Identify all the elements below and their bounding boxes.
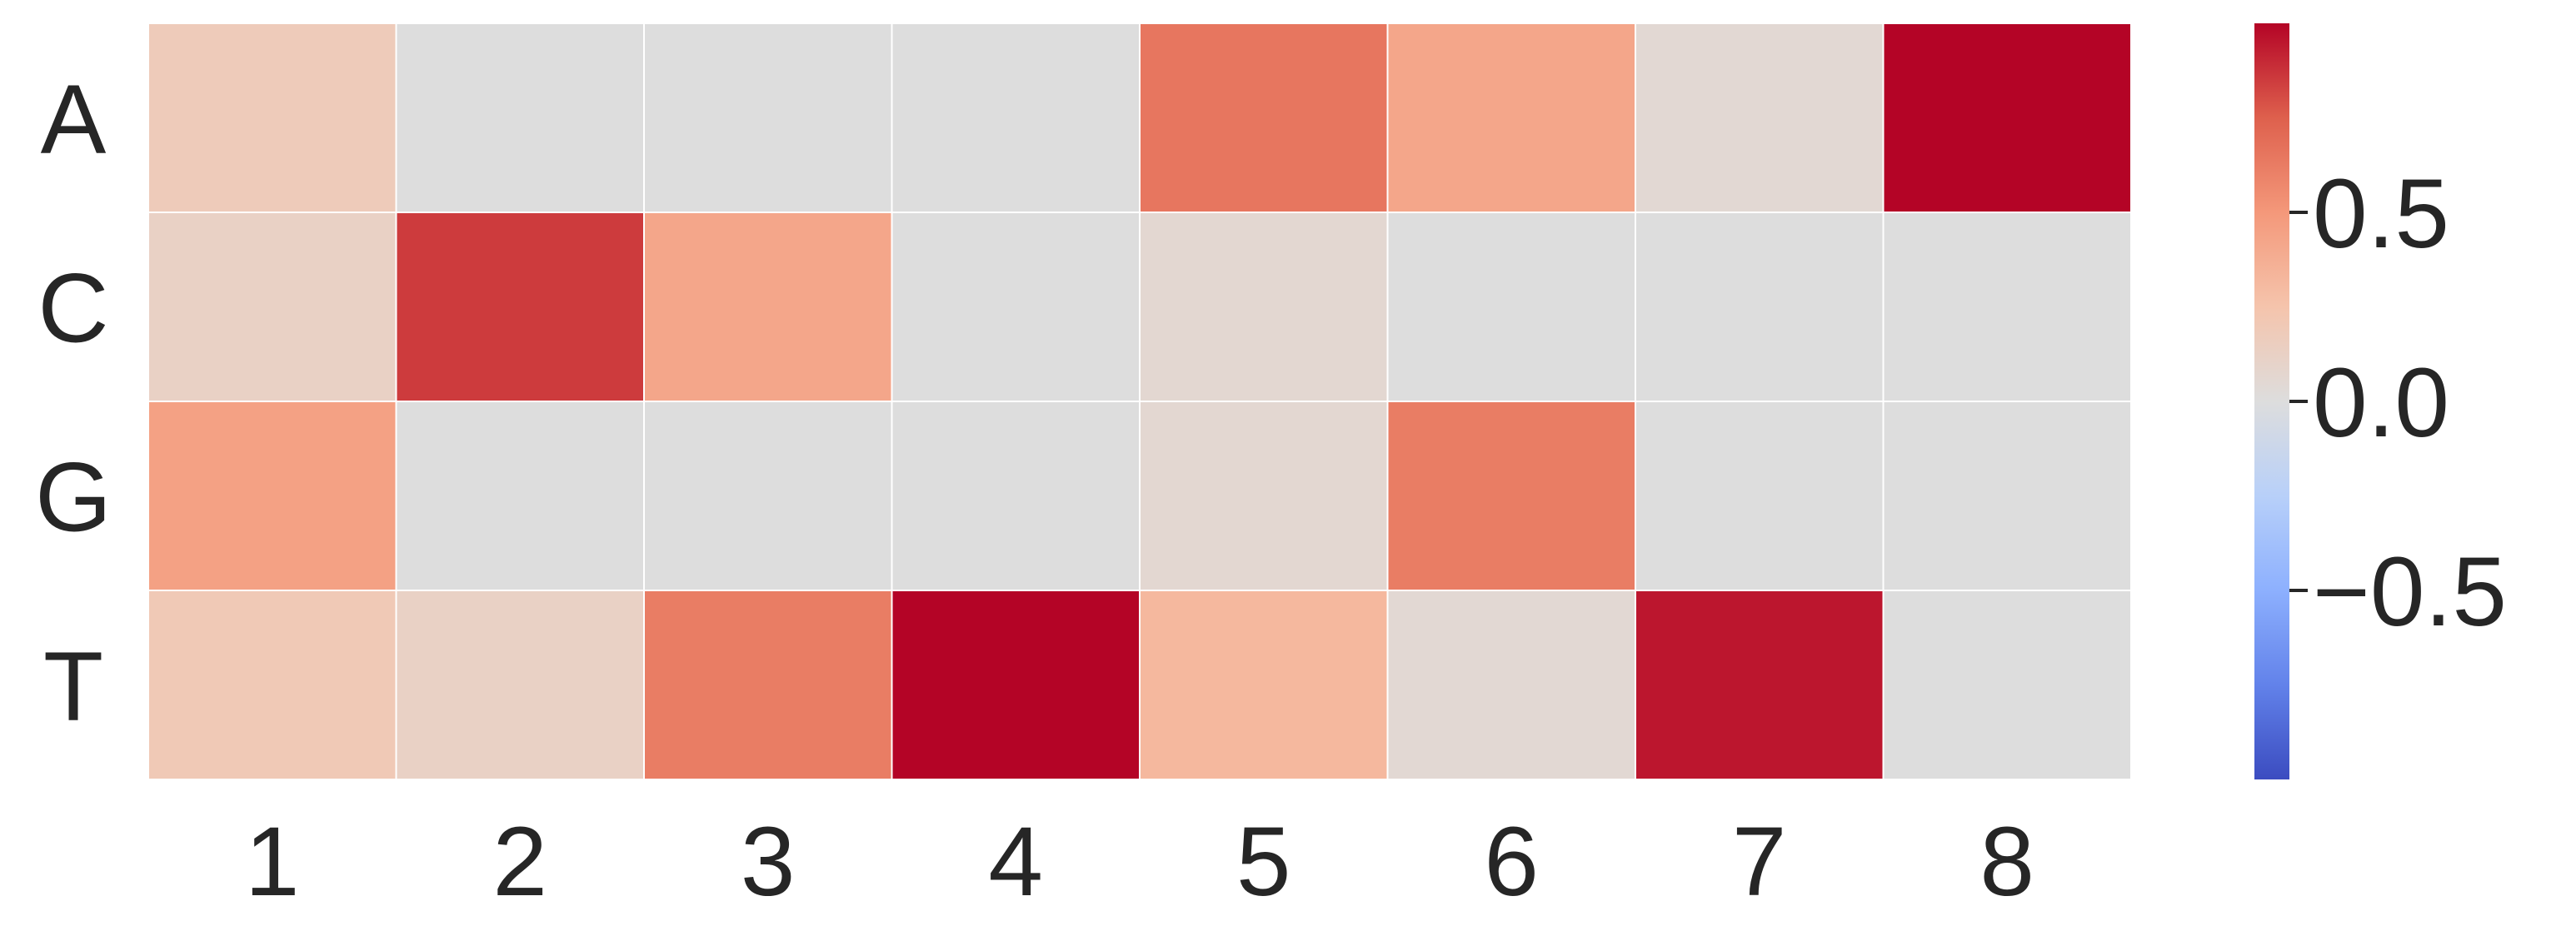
heatmap-cell-T-8 — [1882, 590, 2132, 780]
column-label-4: 4 — [988, 807, 1043, 917]
heatmap-cell-A-8 — [1882, 22, 2132, 213]
heatmap-cell-A-2 — [395, 22, 645, 213]
heatmap-cell-G-2 — [395, 401, 645, 591]
row-label-A: A — [41, 65, 107, 175]
row-label-C: C — [37, 254, 108, 364]
colorbar-ticks: 0.5 0.0 −0.5 — [2289, 159, 2507, 647]
heatmap-cell-G-6 — [1386, 401, 1636, 591]
colorbar-tick-label: −0.5 — [2313, 537, 2507, 647]
heatmap-cell-C-8 — [1882, 212, 2132, 402]
colorbar-tick-label: 0.5 — [2313, 159, 2449, 269]
column-label-6: 6 — [1484, 807, 1539, 917]
colorbar: 0.5 0.0 −0.5 — [2254, 23, 2507, 779]
heatmap-cell-C-4 — [891, 212, 1141, 402]
heatmap-cell-T-3 — [643, 590, 893, 780]
heatmap-cell-T-2 — [395, 590, 645, 780]
row-label-G: G — [35, 443, 112, 553]
column-label-7: 7 — [1732, 807, 1787, 917]
heatmap-cell-A-4 — [891, 22, 1141, 213]
heatmap-cell-C-5 — [1139, 212, 1389, 402]
heatmap-cell-G-8 — [1882, 401, 2132, 591]
column-label-1: 1 — [245, 807, 300, 917]
heatmap-cell-T-6 — [1386, 590, 1636, 780]
heatmap-cell-A-5 — [1139, 22, 1389, 213]
column-label-2: 2 — [492, 807, 547, 917]
heatmap-cell-A-3 — [643, 22, 893, 213]
colorbar-tick-label: 0.0 — [2313, 348, 2449, 458]
column-labels: 1 2 3 4 5 6 7 8 — [245, 807, 2034, 917]
heatmap-cell-C-7 — [1635, 212, 1885, 402]
heatmap-cell-G-5 — [1139, 401, 1389, 591]
heatmap-cell-C-1 — [147, 212, 397, 402]
row-label-T: T — [43, 632, 103, 742]
heatmap-cell-C-6 — [1386, 212, 1636, 402]
heatmap-cell-T-7 — [1635, 590, 1885, 780]
heatmap-cell-T-4 — [891, 590, 1141, 780]
heatmap-cell-G-7 — [1635, 401, 1885, 591]
column-label-8: 8 — [1979, 807, 2034, 917]
heatmap-cell-C-2 — [395, 212, 645, 402]
heatmap-cell-T-5 — [1139, 590, 1389, 780]
heatmap-cell-G-3 — [643, 401, 893, 591]
heatmap-cell-A-6 — [1386, 22, 1636, 213]
colorbar-gradient — [2254, 23, 2289, 779]
heatmap-cells — [147, 22, 2132, 780]
column-label-3: 3 — [741, 807, 796, 917]
heatmap-cell-T-1 — [147, 590, 397, 780]
column-label-5: 5 — [1236, 807, 1291, 917]
heatmap-cell-G-1 — [147, 401, 397, 591]
heatmap-cell-G-4 — [891, 401, 1141, 591]
heatmap-cell-A-1 — [147, 22, 397, 213]
heatmap-cell-C-3 — [643, 212, 893, 402]
heatmap-cell-A-7 — [1635, 22, 1885, 213]
